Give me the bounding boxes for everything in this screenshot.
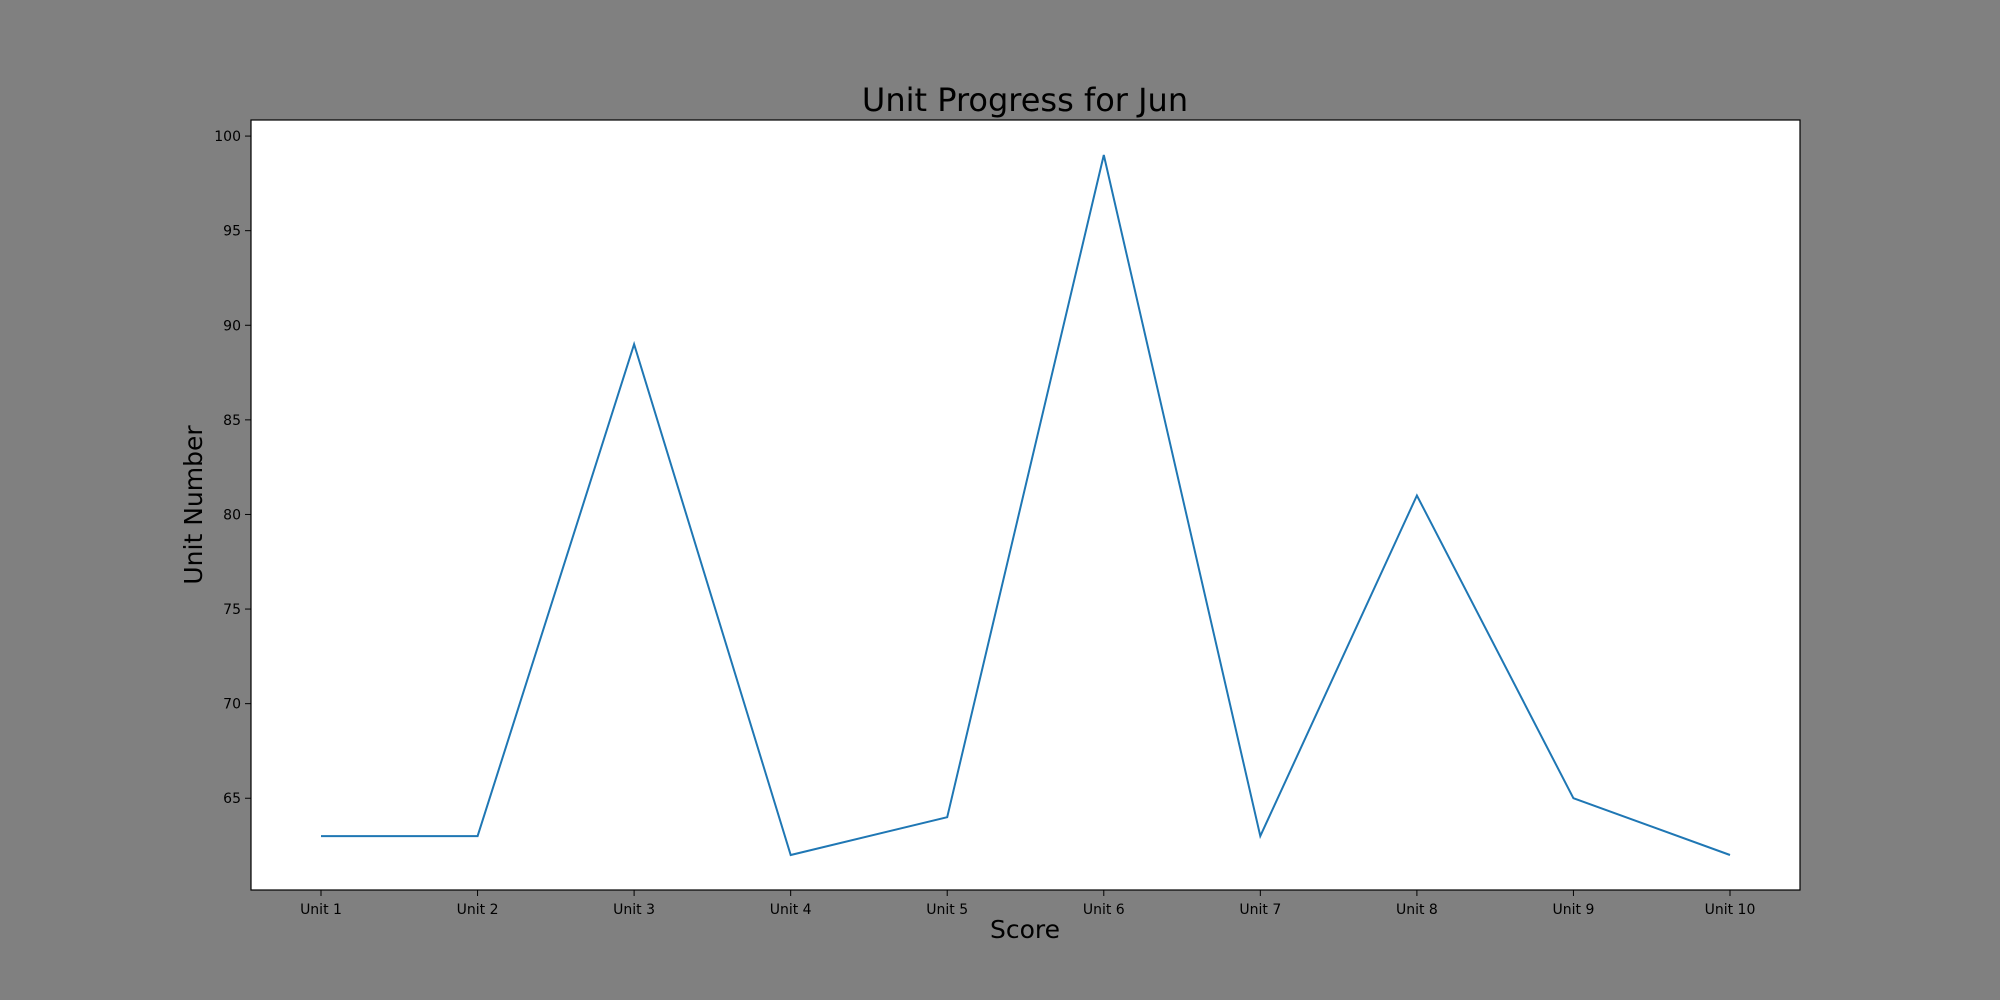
- ticks-layer: Unit 1 Unit 2 Unit 3 Unit 4 Unit 5 Unit 6 Unit…: [214, 129, 1755, 918]
- x-tick-label: Unit 10: [1705, 902, 1756, 918]
- y-tick-label: 100: [214, 129, 241, 145]
- series-layer: [321, 154, 1731, 857]
- y-tick-label: 80: [223, 507, 241, 523]
- x-tick-label: Unit 3: [613, 902, 655, 918]
- chart-title: Unit Progress for Jun: [862, 81, 1188, 119]
- y-axis-label: Unit Number: [179, 425, 208, 585]
- y-tick-label: 65: [223, 791, 241, 807]
- x-tick-label: Unit 7: [1239, 902, 1281, 918]
- x-tick-label: Unit 9: [1553, 902, 1595, 918]
- x-tick-label: Unit 8: [1396, 902, 1438, 918]
- y-tick-label: 85: [223, 413, 241, 429]
- y-tick-label: 75: [223, 602, 241, 618]
- series-line: [321, 154, 1731, 857]
- x-axis-label: Score: [990, 915, 1060, 944]
- x-tick-label: Unit 6: [1083, 902, 1125, 918]
- y-tick-label: 70: [223, 697, 241, 713]
- plot-frame: [250, 119, 1801, 891]
- plot-area: [251, 120, 1800, 890]
- x-tick-label: Unit 4: [770, 902, 812, 918]
- x-tick-label: Unit 1: [300, 902, 342, 918]
- x-tick-label: Unit 5: [926, 902, 968, 918]
- y-tick-label: 95: [223, 224, 241, 240]
- y-tick-label: 90: [223, 318, 241, 334]
- x-tick-label: Unit 2: [457, 902, 499, 918]
